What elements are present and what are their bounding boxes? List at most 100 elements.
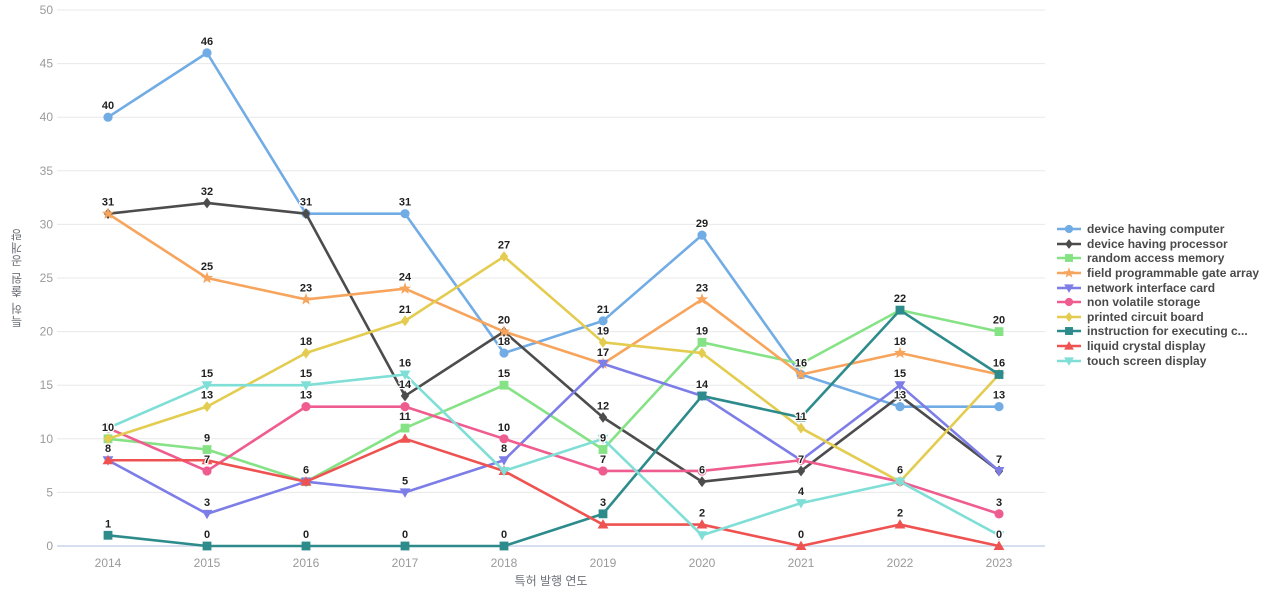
legend-label: field programmable gate array	[1087, 266, 1260, 281]
svg-text:3: 3	[996, 497, 1002, 509]
series-network-interface-card	[102, 359, 1005, 520]
svg-text:0: 0	[501, 529, 507, 541]
svg-text:15: 15	[300, 368, 312, 380]
series-instruction-for-executing-c-	[103, 305, 1004, 551]
legend-item-printed-circuit-board[interactable]: printed circuit board	[1056, 310, 1259, 325]
series-device-having-processor	[103, 197, 1004, 488]
svg-text:18: 18	[300, 336, 312, 348]
svg-text:31: 31	[300, 197, 312, 209]
svg-text:18: 18	[894, 336, 906, 348]
svg-text:7: 7	[996, 454, 1002, 466]
svg-text:20: 20	[993, 315, 1005, 327]
triangle-up-legend-marker-icon	[1057, 341, 1081, 350]
svg-text:10: 10	[498, 422, 510, 434]
svg-text:2022: 2022	[887, 556, 914, 570]
y-axis-tick-labels: 0 5 10 15 20 25 30 35 40 45 50	[40, 3, 54, 553]
svg-text:21: 21	[399, 304, 411, 316]
svg-text:8: 8	[105, 443, 111, 455]
svg-text:2016: 2016	[293, 556, 320, 570]
triangle-down-legend-marker-icon	[1057, 357, 1081, 366]
svg-text:20: 20	[40, 325, 54, 339]
svg-text:7: 7	[204, 454, 210, 466]
svg-text:2017: 2017	[392, 556, 419, 570]
circle-legend-marker-icon	[1057, 225, 1081, 234]
legend-label: network interface card	[1087, 280, 1216, 295]
svg-text:7: 7	[798, 454, 804, 466]
svg-text:30: 30	[40, 217, 54, 231]
svg-text:50: 50	[40, 3, 54, 17]
svg-text:6: 6	[897, 465, 903, 477]
svg-text:11: 11	[399, 411, 411, 423]
legend-label: touch screen display	[1087, 353, 1207, 368]
svg-text:10: 10	[40, 432, 54, 446]
legend-label: device having computer	[1087, 222, 1225, 237]
x-axis-title: 특허 발행 연도	[514, 574, 588, 588]
svg-text:7: 7	[600, 454, 606, 466]
legend-label: instruction for executing c...	[1087, 324, 1248, 339]
svg-text:0: 0	[798, 529, 804, 541]
svg-text:1: 1	[105, 518, 111, 530]
svg-text:14: 14	[696, 379, 709, 391]
svg-text:0: 0	[996, 529, 1002, 541]
svg-text:2015: 2015	[194, 556, 221, 570]
y-axis-title: 특허 출원 공개량	[10, 228, 24, 328]
legend-item-liquid-crystal-display[interactable]: liquid crystal display	[1056, 339, 1259, 354]
legend-item-non-volatile-storage[interactable]: non volatile storage	[1056, 295, 1259, 310]
svg-text:10: 10	[102, 422, 114, 434]
svg-text:2021: 2021	[788, 556, 815, 570]
diamond-legend-marker-icon	[1057, 239, 1081, 249]
svg-text:16: 16	[795, 357, 807, 369]
svg-text:6: 6	[699, 465, 705, 477]
svg-text:2020: 2020	[689, 556, 716, 570]
svg-text:17: 17	[597, 347, 609, 359]
svg-text:35: 35	[40, 164, 54, 178]
svg-text:40: 40	[102, 100, 114, 112]
svg-text:11: 11	[795, 411, 807, 423]
svg-text:5: 5	[46, 485, 53, 499]
legend-label: random access memory	[1087, 251, 1225, 266]
svg-text:16: 16	[993, 357, 1005, 369]
chart-legend: device having computer device having proc…	[1056, 222, 1259, 368]
svg-text:0: 0	[204, 529, 210, 541]
svg-text:15: 15	[40, 378, 54, 392]
svg-text:23: 23	[696, 282, 708, 294]
legend-label: non volatile storage	[1087, 295, 1201, 310]
svg-text:2: 2	[699, 508, 705, 520]
legend-label: printed circuit board	[1087, 309, 1204, 324]
circle-legend-marker-icon	[1057, 298, 1081, 307]
triangle-down-legend-marker-icon	[1057, 284, 1081, 293]
series-field-programmable-gate-array	[101, 207, 1006, 380]
legend-item-device-having-processor[interactable]: device having processor	[1056, 237, 1259, 252]
legend-item-random-access-memory[interactable]: random access memory	[1056, 251, 1259, 266]
legend-label: liquid crystal display	[1087, 339, 1206, 354]
svg-text:2: 2	[897, 508, 903, 520]
diamond-legend-marker-icon	[1057, 311, 1081, 322]
legend-item-touch-screen-display[interactable]: touch screen display	[1056, 353, 1259, 368]
square-legend-marker-icon	[1057, 327, 1081, 336]
legend-item-instruction-for-executing-c-[interactable]: instruction for executing c...	[1056, 324, 1259, 339]
legend-label: device having processor	[1087, 236, 1228, 251]
svg-text:23: 23	[300, 282, 312, 294]
svg-text:9: 9	[600, 433, 606, 445]
svg-text:31: 31	[399, 197, 411, 209]
y-axis-title-wrap: 특허 출원 공개량	[8, 0, 25, 556]
square-legend-marker-icon	[1057, 254, 1081, 263]
svg-text:16: 16	[399, 357, 411, 369]
svg-text:15: 15	[201, 368, 213, 380]
svg-text:2019: 2019	[590, 556, 617, 570]
legend-item-network-interface-card[interactable]: network interface card	[1056, 280, 1259, 295]
svg-text:6: 6	[303, 465, 309, 477]
legend-item-field-programmable-gate-array[interactable]: field programmable gate array	[1056, 266, 1259, 281]
svg-text:12: 12	[597, 400, 609, 412]
svg-text:0: 0	[402, 529, 408, 541]
svg-text:2023: 2023	[986, 556, 1013, 570]
svg-text:15: 15	[894, 368, 906, 380]
svg-text:3: 3	[204, 497, 210, 509]
svg-text:20: 20	[498, 315, 510, 327]
legend-item-device-having-computer[interactable]: device having computer	[1056, 222, 1259, 237]
svg-text:9: 9	[204, 433, 210, 445]
svg-text:22: 22	[894, 293, 906, 305]
